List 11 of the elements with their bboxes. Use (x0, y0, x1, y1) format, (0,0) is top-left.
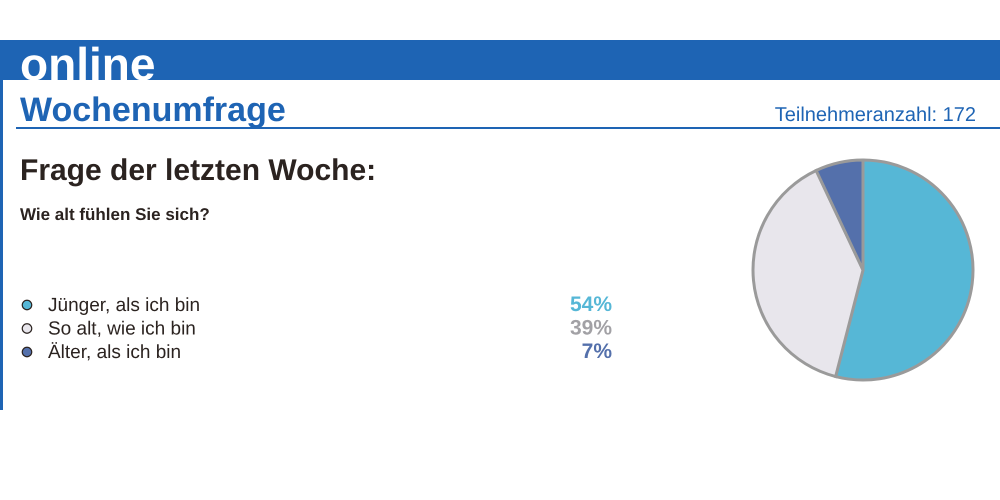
chart-title: Frage der letzten Woche: (20, 154, 376, 187)
text: Wie alt fühlen Sie sich? (20, 205, 210, 224)
data-label: 54% (570, 293, 612, 316)
legend-label: Jünger, als ich bin (48, 295, 200, 316)
legend-label: So alt, wie ich bin (48, 318, 196, 340)
text: online (20, 38, 156, 90)
data-label: 7% (582, 340, 612, 363)
data-label: 39% (570, 316, 612, 340)
text: Teilnehmeranzahl: 172 (774, 104, 976, 126)
legend-label: Älter, als ich bin (48, 342, 182, 363)
text: Wochenumfrage (20, 91, 286, 129)
